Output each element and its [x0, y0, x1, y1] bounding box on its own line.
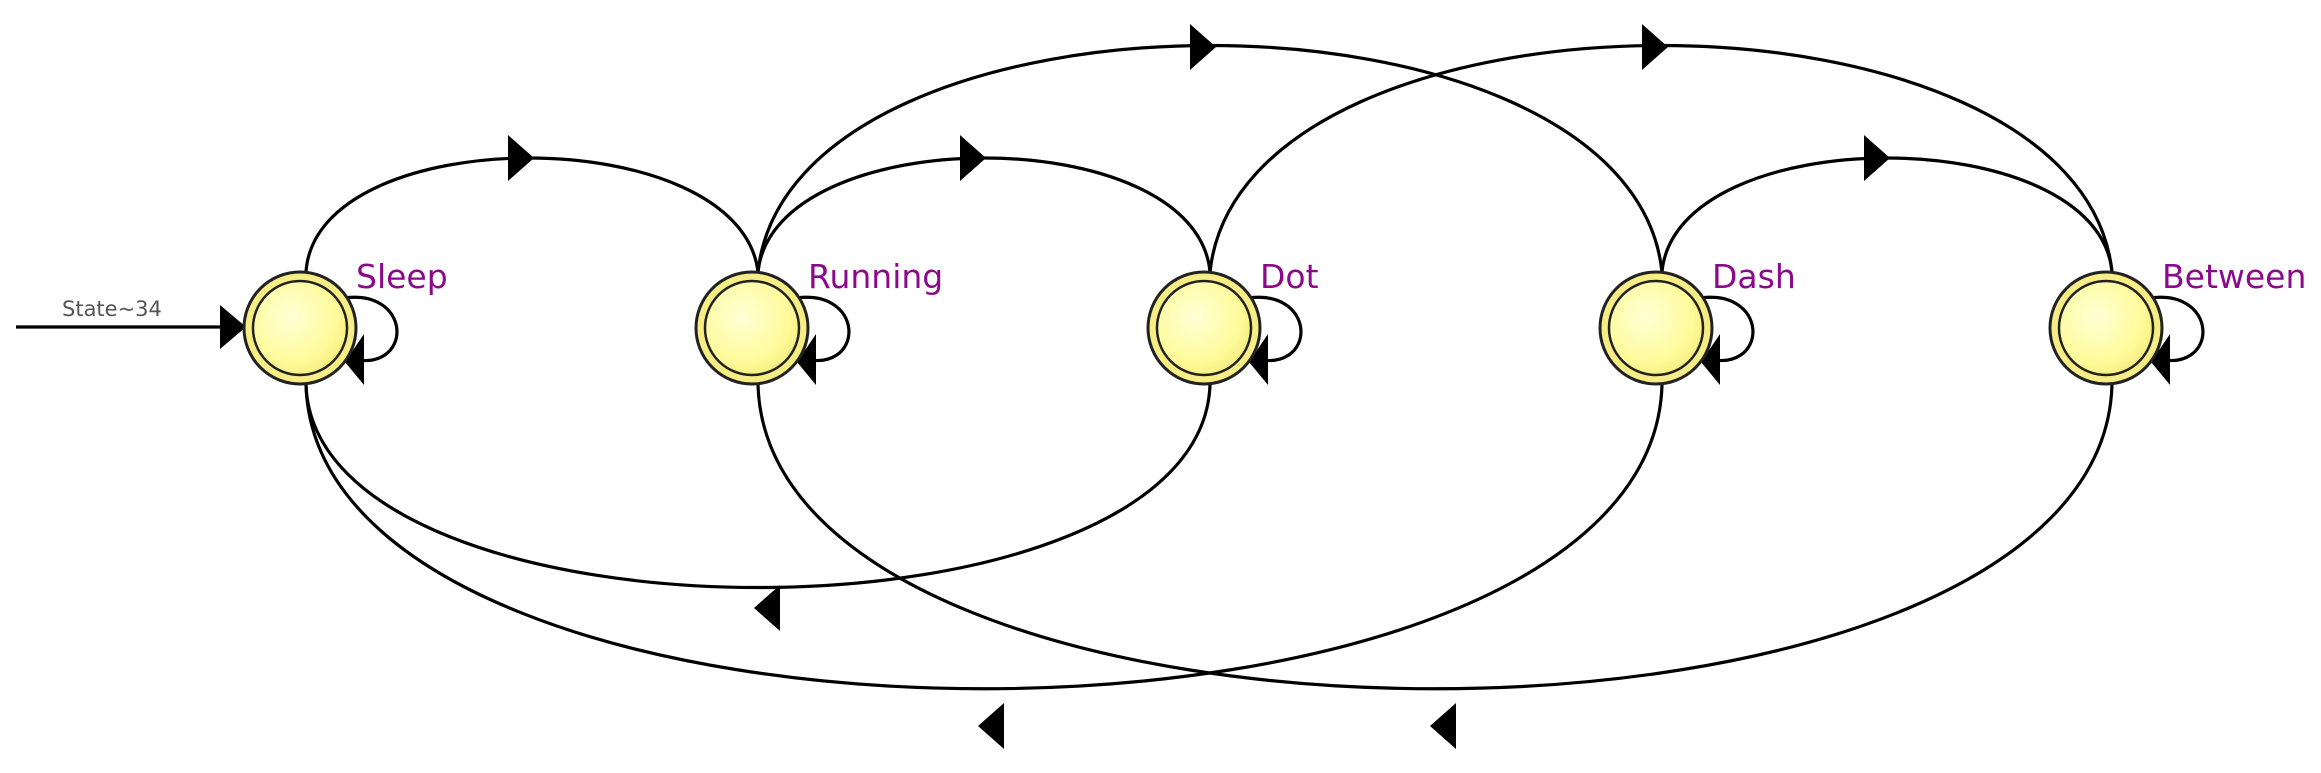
transition-dash-to-sleep[interactable]	[304, 384, 1664, 749]
state-sleep[interactable]	[242, 270, 358, 386]
state-running[interactable]	[694, 270, 810, 386]
self-loop-running[interactable]	[785, 295, 851, 385]
self-loop-dash[interactable]	[1689, 295, 1755, 385]
transition-running-to-dash[interactable]	[756, 24, 1664, 273]
transition-dot-to-sleep[interactable]	[304, 384, 1212, 631]
state-label-sleep: Sleep	[356, 257, 448, 296]
transition-sleep-to-running[interactable]	[304, 135, 760, 273]
transition-dot-to-between[interactable]	[1208, 24, 2114, 273]
self-loop-sleep[interactable]	[333, 295, 399, 385]
state-between[interactable]	[2048, 270, 2164, 386]
transition-running-to-dot[interactable]	[756, 135, 1212, 273]
state-label-dash: Dash	[1712, 257, 1796, 296]
state-dash[interactable]	[1598, 270, 1714, 386]
self-loop-between[interactable]	[2139, 295, 2205, 385]
state-label-between: Between	[2162, 257, 2306, 296]
self-loop-dot[interactable]	[1237, 295, 1303, 385]
transition-dash-to-between[interactable]	[1660, 135, 2114, 273]
entry-transition: State~34	[16, 297, 246, 349]
state-label-running: Running	[808, 257, 943, 296]
entry-arrow-head	[220, 305, 246, 349]
state-label-dot: Dot	[1260, 257, 1319, 296]
transition-between-to-running[interactable]	[756, 384, 2114, 749]
entry-label: State~34	[62, 297, 162, 321]
state-dot[interactable]	[1146, 270, 1262, 386]
